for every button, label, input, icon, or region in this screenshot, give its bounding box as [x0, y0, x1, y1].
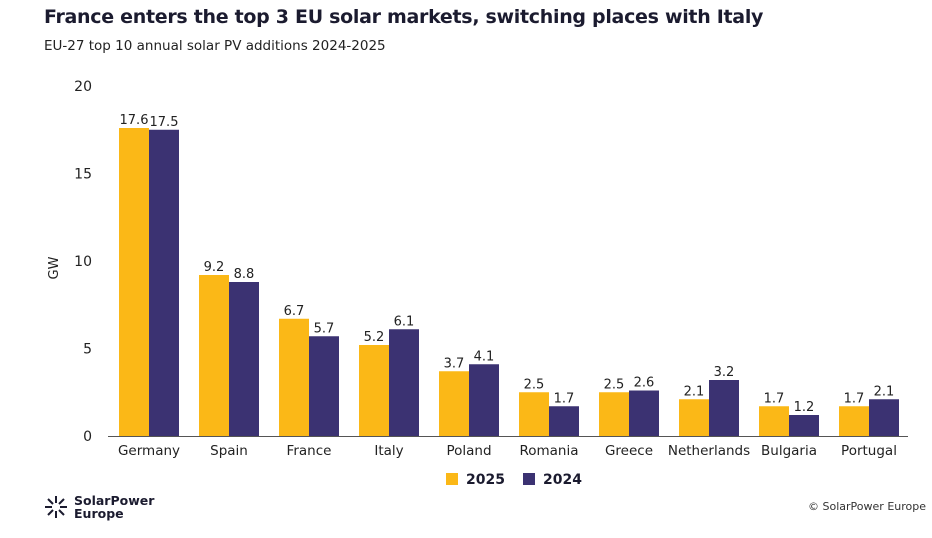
data-label: 2.5: [604, 377, 625, 392]
data-label: 9.2: [204, 260, 225, 275]
data-label: 2.1: [684, 384, 705, 399]
x-tick-label: Italy: [374, 443, 403, 459]
x-tick-label: Poland: [446, 443, 491, 459]
data-label: 5.2: [364, 330, 385, 345]
bar-2024-poland: [469, 364, 499, 436]
bar-2025-bulgaria: [759, 406, 789, 436]
bar-2025-greece: [599, 392, 629, 436]
data-label: 17.5: [150, 115, 179, 130]
legend-item-2024: 2024: [522, 472, 582, 488]
data-label: 2.1: [874, 384, 895, 399]
x-tick-label: France: [287, 443, 332, 459]
bar-2025-poland: [439, 371, 469, 436]
chart-title: France enters the top 3 EU solar markets…: [44, 6, 764, 28]
x-tick-label: Netherlands: [668, 443, 750, 459]
x-tick-label: Spain: [210, 443, 248, 459]
y-tick-label: 15: [74, 167, 92, 183]
x-tick-label: Romania: [519, 443, 578, 459]
data-label: 1.7: [764, 391, 785, 406]
bar-chart: 0 5 10 15 20 GW 17.6 17.5 Germany 9.2 8.8 Spain 6.7 5…: [47, 79, 908, 459]
bar-2024-spain: [229, 282, 259, 436]
y-axis-label: GW: [47, 256, 62, 279]
legend-swatch-2024: [522, 473, 535, 485]
bar-2024-france: [309, 336, 339, 436]
data-label: 3.2: [714, 365, 735, 380]
data-label: 4.1: [474, 349, 495, 364]
bar-2025-romania: [519, 392, 549, 436]
data-label: 5.7: [314, 321, 335, 336]
bar-2025-italy: [359, 345, 389, 436]
bar-2024-portugal: [869, 399, 899, 436]
bar-2024-netherlands: [709, 380, 739, 436]
legend: 2025 2024: [446, 472, 582, 488]
chart-subtitle: EU-27 top 10 annual solar PV additions 2…: [44, 38, 386, 54]
y-tick-label: 10: [74, 254, 92, 270]
sun-icon: [45, 496, 67, 518]
x-tick-label: Bulgaria: [761, 443, 817, 459]
data-label: 2.6: [634, 376, 655, 391]
x-tick-label: Germany: [118, 443, 180, 459]
bar-2025-portugal: [839, 406, 869, 436]
bar-2025-netherlands: [679, 399, 709, 436]
data-label: 1.2: [794, 400, 815, 415]
data-label: 17.6: [120, 113, 149, 128]
bar-2024-romania: [549, 406, 579, 436]
legend-item-2025: 2025: [446, 472, 505, 488]
y-tick-label: 0: [83, 429, 92, 445]
bar-2024-germany: [149, 129, 179, 436]
data-label: 1.7: [554, 391, 575, 406]
bar-2025-france: [279, 318, 309, 436]
data-label: 6.1: [394, 314, 415, 329]
bar-2024-greece: [629, 390, 659, 436]
data-label: 3.7: [444, 356, 465, 371]
data-label: 1.7: [844, 391, 865, 406]
legend-swatch-2025: [446, 473, 458, 485]
bar-2025-spain: [199, 275, 229, 436]
x-tick-label: Greece: [605, 443, 653, 459]
data-label: 8.8: [234, 267, 255, 282]
x-tick-label: Portugal: [841, 443, 897, 459]
solarpower-europe-logo: SolarPower Europe: [44, 494, 164, 520]
bar-2024-bulgaria: [789, 415, 819, 436]
bar-2024-italy: [389, 329, 419, 436]
copyright-credit: © SolarPower Europe: [808, 500, 926, 513]
data-label: 6.7: [284, 304, 305, 319]
data-label: 2.5: [524, 377, 545, 392]
y-tick-label: 5: [83, 342, 92, 358]
bar-2025-germany: [119, 128, 149, 436]
y-tick-label: 20: [74, 79, 92, 95]
